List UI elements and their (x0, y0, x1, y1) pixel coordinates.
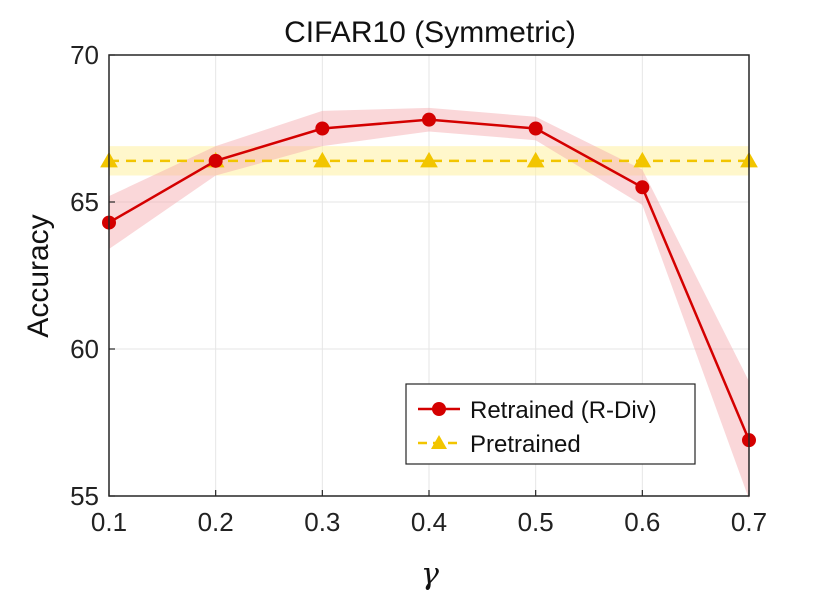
x-tick-label: 0.1 (91, 507, 127, 537)
point-retrained (528, 121, 543, 136)
x-tick-label: 0.6 (624, 507, 660, 537)
x-tick-label: 0.4 (411, 507, 447, 537)
point-pretrained (526, 151, 545, 168)
x-tick-label: 0.3 (304, 507, 340, 537)
point-retrained (422, 112, 436, 127)
x-tick-label: 0.7 (731, 507, 767, 537)
y-axis-label: Accuracy (22, 214, 55, 337)
y-tick-label: 65 (70, 187, 99, 217)
y-tick-label: 60 (70, 334, 99, 364)
point-pretrained (633, 151, 652, 168)
x-axis-label: γ (421, 557, 439, 592)
legend-label-retrained: Retrained (R-Div) (470, 397, 657, 424)
legend-marker-pretrained (431, 435, 447, 449)
x-tick-label: 0.5 (518, 507, 554, 537)
legend-label-pretrained: Pretrained (470, 431, 581, 458)
x-tick-label: 0.2 (198, 507, 234, 537)
legend-marker-retrained (432, 402, 446, 416)
point-pretrained (420, 151, 438, 168)
legend-box (405, 383, 696, 465)
y-tick-label: 70 (70, 40, 99, 70)
point-retrained (315, 121, 330, 136)
legend: Retrained (R-Div) Pretrained (405, 383, 696, 465)
point-pretrained (313, 151, 332, 168)
point-retrained (635, 180, 650, 195)
y-tick-label: 55 (70, 481, 99, 511)
chart-title: CIFAR10 (Symmetric) (284, 16, 576, 49)
axis-ticks: 0.1 0.2 0.3 0.4 0.5 0.6 0.7 55 60 65 70 (70, 40, 767, 537)
point-retrained (208, 153, 223, 168)
